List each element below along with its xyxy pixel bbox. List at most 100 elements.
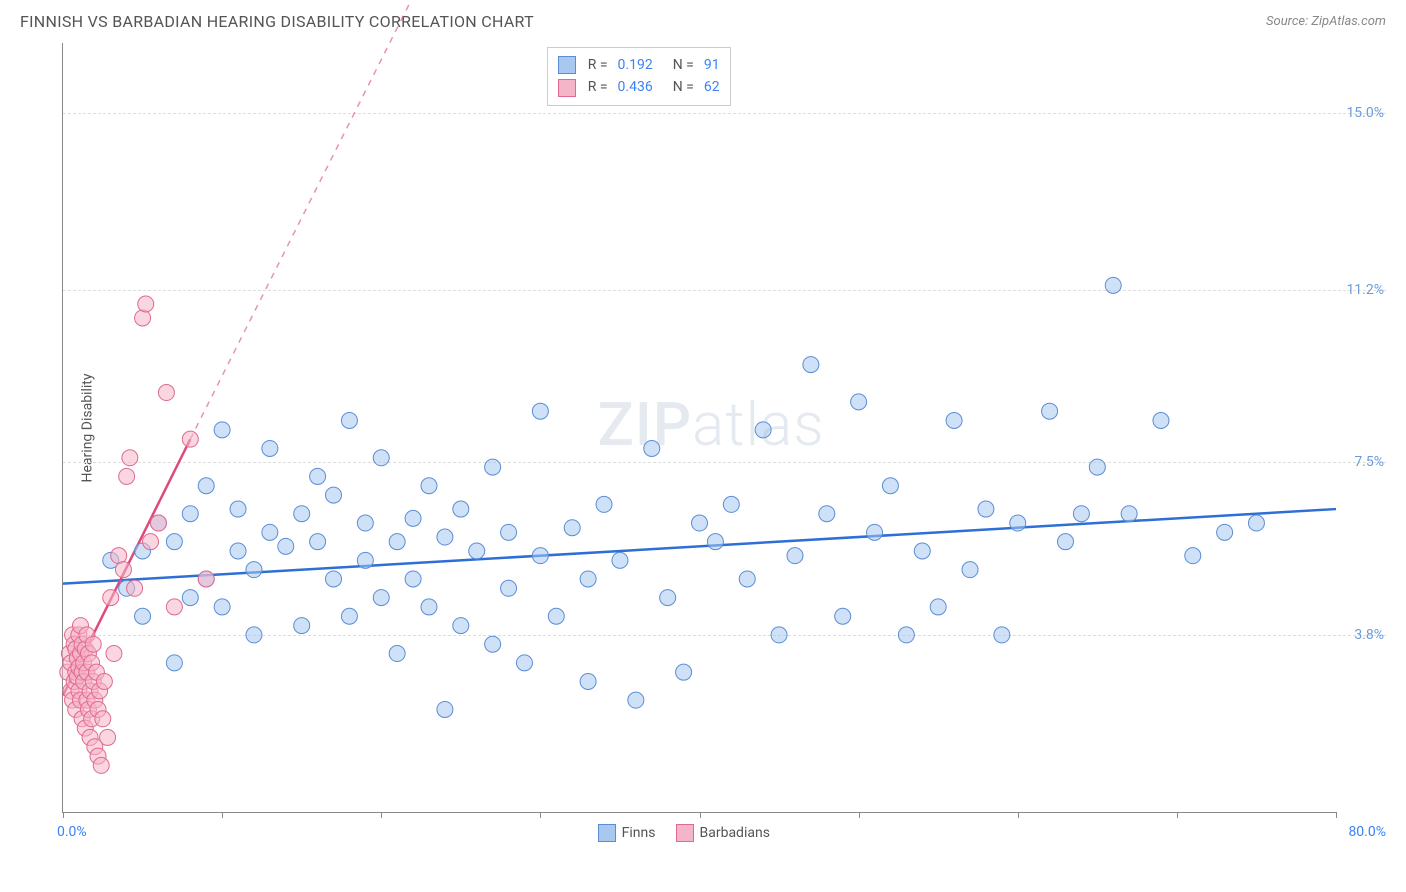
data-point bbox=[166, 534, 182, 550]
data-point bbox=[166, 599, 182, 615]
data-point bbox=[1121, 506, 1137, 522]
data-point bbox=[85, 636, 101, 652]
data-point bbox=[1073, 506, 1089, 522]
legend-swatch bbox=[676, 824, 694, 842]
data-point bbox=[851, 394, 867, 410]
data-point bbox=[389, 534, 405, 550]
data-point bbox=[135, 608, 151, 624]
data-point bbox=[246, 562, 262, 578]
data-point bbox=[994, 627, 1010, 643]
legend-label: Barbadians bbox=[700, 825, 770, 841]
data-point bbox=[580, 571, 596, 587]
data-point bbox=[150, 515, 166, 531]
data-point bbox=[326, 571, 342, 587]
xtick bbox=[700, 812, 701, 818]
data-point bbox=[246, 627, 262, 643]
data-point bbox=[214, 422, 230, 438]
data-point bbox=[946, 413, 962, 429]
data-point bbox=[119, 468, 135, 484]
ytick-label: 11.2% bbox=[1346, 282, 1384, 298]
data-point bbox=[310, 534, 326, 550]
xtick bbox=[381, 812, 382, 818]
data-point bbox=[437, 529, 453, 545]
data-point bbox=[803, 357, 819, 373]
data-point bbox=[819, 506, 835, 522]
data-point bbox=[1217, 524, 1233, 540]
data-point bbox=[100, 729, 116, 745]
data-point bbox=[214, 599, 230, 615]
data-point bbox=[755, 422, 771, 438]
stat-value: 91 bbox=[704, 54, 720, 76]
data-point bbox=[278, 538, 294, 554]
data-point bbox=[310, 468, 326, 484]
data-point bbox=[707, 534, 723, 550]
chart-header: FINNISH VS BARBADIAN HEARING DISABILITY … bbox=[0, 0, 1406, 39]
data-point bbox=[676, 664, 692, 680]
data-point bbox=[93, 757, 109, 773]
data-point bbox=[660, 590, 676, 606]
stat-value: 0.436 bbox=[618, 76, 653, 98]
data-point bbox=[771, 627, 787, 643]
data-point bbox=[612, 552, 628, 568]
data-point bbox=[262, 524, 278, 540]
data-point bbox=[453, 618, 469, 634]
data-point bbox=[532, 403, 548, 419]
data-point bbox=[95, 711, 111, 727]
legend-swatch bbox=[558, 56, 576, 74]
data-point bbox=[453, 501, 469, 517]
stat-value: 0.192 bbox=[618, 54, 653, 76]
stat-label: N = bbox=[673, 54, 694, 76]
data-point bbox=[182, 506, 198, 522]
data-point bbox=[127, 580, 143, 596]
data-point bbox=[373, 450, 389, 466]
data-point bbox=[294, 618, 310, 634]
data-point bbox=[341, 608, 357, 624]
legend-item: Barbadians bbox=[676, 824, 770, 842]
data-point bbox=[1089, 459, 1105, 475]
data-point bbox=[914, 543, 930, 559]
trend-line-extrapolated bbox=[190, 0, 413, 439]
series-legend: Finns Barbadians bbox=[598, 824, 770, 842]
data-point bbox=[548, 608, 564, 624]
data-point bbox=[389, 646, 405, 662]
data-point bbox=[596, 496, 612, 512]
data-point bbox=[405, 571, 421, 587]
data-point bbox=[182, 431, 198, 447]
data-point bbox=[516, 655, 532, 671]
stat-label: R = bbox=[588, 54, 608, 76]
data-point bbox=[373, 590, 389, 606]
scatter-svg bbox=[63, 43, 1336, 812]
xtick bbox=[1018, 812, 1019, 818]
chart-title: FINNISH VS BARBADIAN HEARING DISABILITY … bbox=[20, 12, 534, 31]
xaxis-max-label: 80.0% bbox=[1348, 824, 1386, 840]
data-point bbox=[262, 440, 278, 456]
data-point bbox=[501, 524, 517, 540]
data-point bbox=[96, 674, 112, 690]
data-point bbox=[115, 562, 131, 578]
data-point bbox=[135, 310, 151, 326]
data-point bbox=[644, 440, 660, 456]
data-point bbox=[564, 520, 580, 536]
legend-label: Finns bbox=[622, 825, 656, 841]
data-point bbox=[198, 571, 214, 587]
data-point bbox=[421, 478, 437, 494]
data-point bbox=[723, 496, 739, 512]
data-point bbox=[1042, 403, 1058, 419]
data-point bbox=[158, 385, 174, 401]
data-point bbox=[1248, 515, 1264, 531]
data-point bbox=[787, 548, 803, 564]
xtick bbox=[1177, 812, 1178, 818]
data-point bbox=[106, 646, 122, 662]
stat-label: N = bbox=[673, 76, 694, 98]
data-point bbox=[930, 599, 946, 615]
data-point bbox=[867, 524, 883, 540]
data-point bbox=[143, 534, 159, 550]
data-point bbox=[1185, 548, 1201, 564]
data-point bbox=[341, 413, 357, 429]
data-point bbox=[501, 580, 517, 596]
data-point bbox=[294, 506, 310, 522]
data-point bbox=[1010, 515, 1026, 531]
data-point bbox=[469, 543, 485, 559]
data-point bbox=[198, 478, 214, 494]
data-point bbox=[485, 636, 501, 652]
